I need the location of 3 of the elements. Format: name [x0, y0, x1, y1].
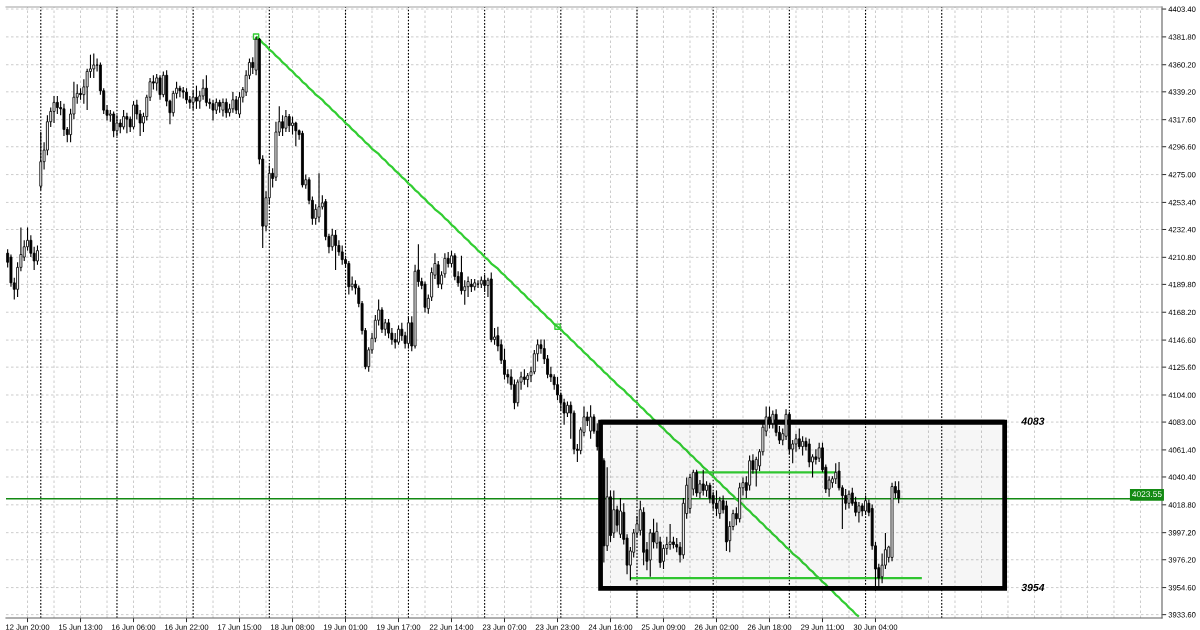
ref-line-label: 4023.55	[1132, 491, 1162, 498]
annotation: 3954	[1021, 583, 1045, 592]
annotation: 4083	[1021, 417, 1045, 425]
